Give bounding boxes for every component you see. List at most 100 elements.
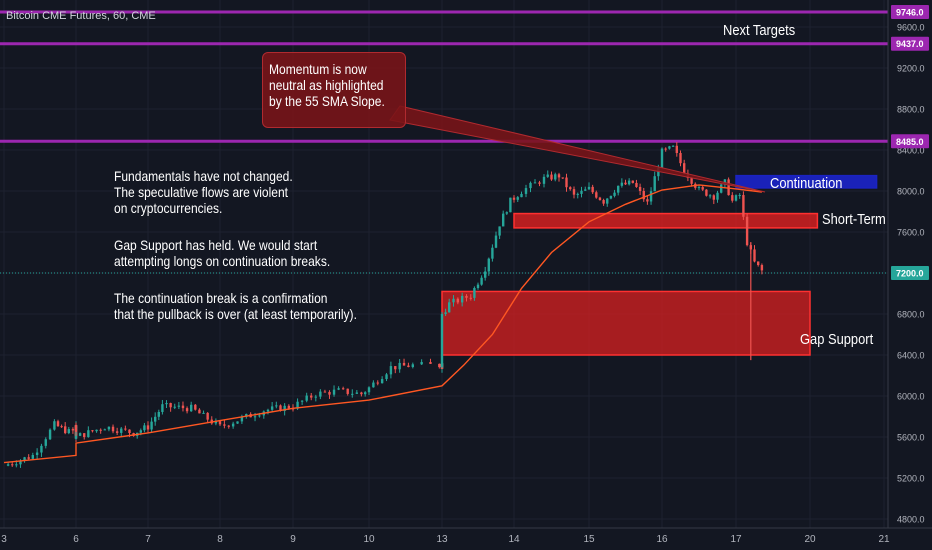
candle-body	[516, 197, 519, 200]
candle-body	[332, 389, 336, 395]
candle-body	[389, 366, 393, 375]
candle-body	[95, 429, 98, 432]
fundamentals-note: Fundamentals have not changed. The specu…	[114, 168, 293, 216]
candle-body	[701, 187, 704, 190]
candle-body	[146, 425, 150, 430]
candle-body	[606, 198, 609, 204]
price-tick-label: 6800.0	[897, 310, 925, 320]
sma-55-line	[3, 184, 762, 464]
candle-body	[664, 148, 667, 150]
candle-body	[139, 430, 142, 433]
candle-body	[31, 455, 34, 459]
candle-body	[487, 258, 490, 272]
candle-body	[620, 182, 624, 186]
candle-body	[71, 429, 75, 431]
candle-body	[245, 414, 248, 417]
candle-body	[627, 180, 631, 185]
time-tick-label: 13	[436, 534, 448, 545]
short-term-label: Short-Term	[822, 211, 886, 228]
candle-body	[542, 176, 546, 184]
candle-body	[734, 195, 738, 201]
candle-body	[376, 382, 379, 384]
candle-body	[218, 421, 222, 425]
price-tick-label: 5600.0	[897, 433, 925, 443]
candle-body	[185, 408, 189, 412]
price-tick-label: 9600.0	[897, 23, 925, 33]
gap-held-note: Gap Support has held. We would start att…	[114, 237, 331, 269]
candle-body	[411, 364, 414, 368]
candle-body	[452, 298, 455, 303]
candle-body	[760, 265, 764, 271]
price-tick-label: 4800.0	[897, 515, 925, 525]
candle-body	[572, 189, 576, 195]
candle-body	[484, 271, 487, 278]
price-level-tag-label: 8485.0	[896, 137, 924, 147]
candle-body	[194, 404, 197, 410]
time-tick-label: 6	[73, 534, 79, 545]
candle-body	[550, 174, 553, 180]
candle-body	[602, 200, 605, 204]
candle-body	[367, 387, 371, 393]
candle-body	[480, 277, 483, 285]
candle-body	[341, 388, 345, 390]
candle-body	[319, 391, 322, 397]
candle-body	[53, 421, 56, 430]
candle-body	[448, 302, 451, 313]
candle-body	[198, 409, 201, 414]
candle-body	[538, 182, 541, 184]
gap-support-label: Gap Support	[800, 331, 874, 348]
candle-body	[372, 382, 375, 388]
candle-body	[613, 192, 616, 196]
candle-body	[157, 411, 160, 417]
time-tick-label: 16	[656, 534, 668, 545]
candle-body	[40, 445, 43, 453]
candle-body	[509, 197, 512, 213]
candle-body	[15, 464, 18, 466]
candle-body	[609, 195, 613, 199]
candle-body	[520, 193, 523, 198]
candle-body	[554, 174, 557, 180]
candle-body	[165, 403, 168, 405]
price-tick-label: 6400.0	[897, 351, 925, 361]
candle-body	[60, 426, 63, 428]
time-tick-label: 10	[363, 534, 375, 545]
candle-body	[494, 235, 498, 248]
candle-body	[683, 163, 686, 174]
candle-body	[279, 405, 282, 411]
candle-body	[584, 189, 587, 191]
candle-body	[679, 152, 682, 164]
momentum-callout: Momentum is now neutral as highlighted b…	[262, 52, 406, 128]
candle-body	[19, 460, 22, 465]
candle-body	[646, 199, 649, 202]
candle-body	[190, 404, 193, 412]
candle-body	[253, 416, 257, 418]
candle-body	[83, 433, 86, 438]
continuation-label: Continuation	[770, 175, 843, 192]
candle-body	[305, 395, 308, 401]
candle-body	[231, 423, 235, 427]
candle-body	[716, 192, 719, 200]
candle-body	[742, 195, 745, 217]
candle-body	[502, 213, 505, 227]
candle-body	[690, 177, 693, 184]
candle-body	[270, 406, 274, 410]
candle-body	[429, 362, 432, 364]
candle-body	[177, 405, 181, 407]
candle-body	[440, 314, 444, 339]
candle-body	[440, 338, 444, 367]
time-tick-label: 9	[290, 534, 296, 545]
candle-body	[346, 388, 349, 394]
price-level-tag-label: 7200.0	[896, 269, 924, 279]
candle-body	[675, 145, 678, 153]
candle-body	[314, 396, 317, 398]
time-tick-label: 8	[217, 534, 223, 545]
candle-body	[671, 145, 675, 147]
time-tick-label: 7	[145, 534, 151, 545]
candle-body	[364, 392, 367, 395]
zone-continuation	[735, 174, 878, 189]
time-tick-label: 21	[878, 534, 890, 545]
candle-body	[727, 179, 730, 196]
candle-body	[512, 197, 516, 200]
candle-body	[258, 415, 261, 417]
